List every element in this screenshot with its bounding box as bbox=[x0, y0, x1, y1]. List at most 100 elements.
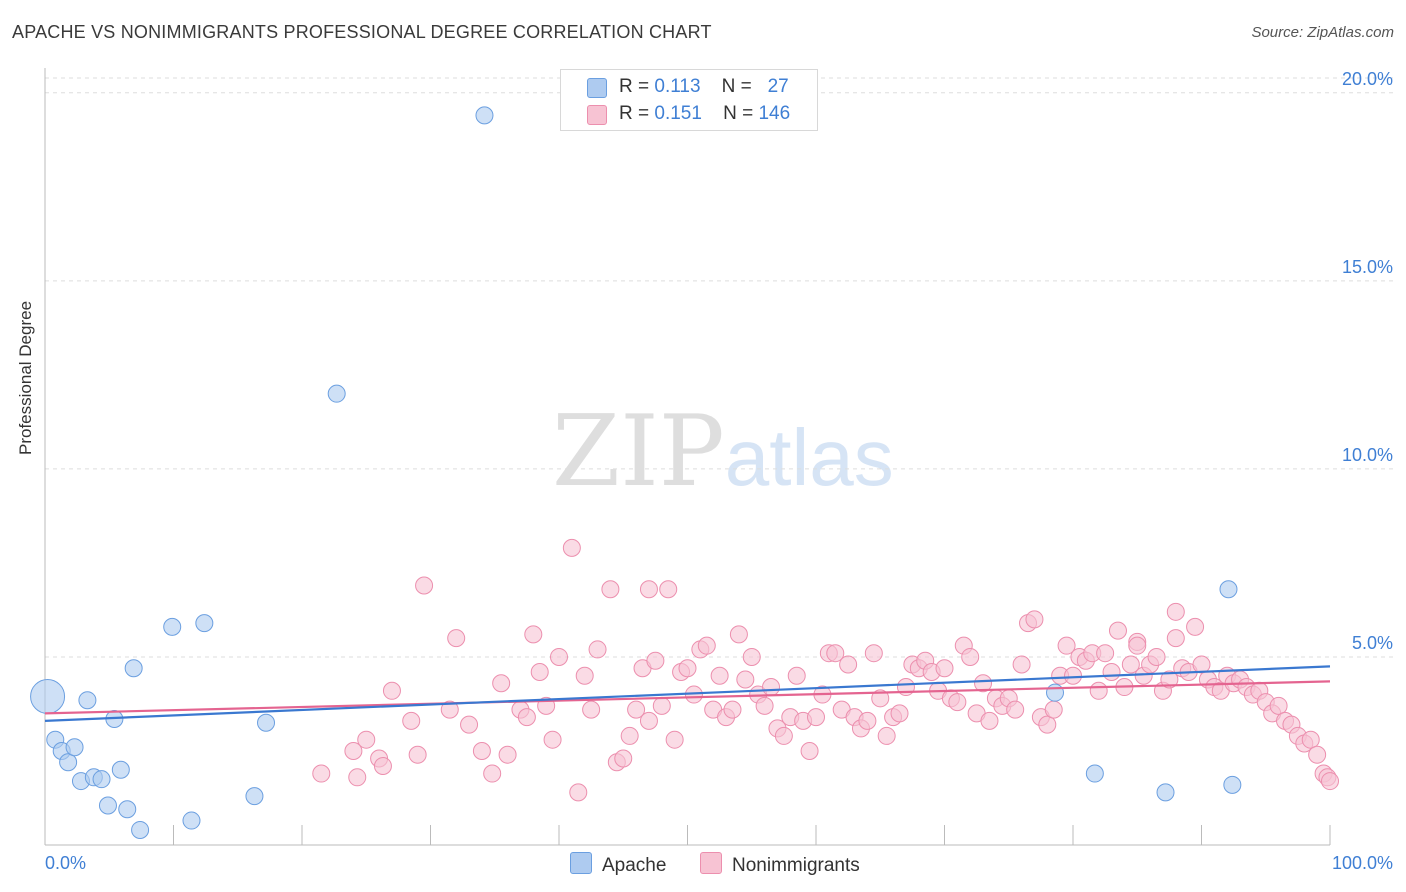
nonimmigrants-point bbox=[348, 768, 367, 787]
nonimmigrants-point bbox=[1025, 610, 1044, 629]
nonimmigrants-point bbox=[1064, 666, 1082, 685]
nonimmigrants-point bbox=[948, 693, 967, 712]
nonimmigrants-point bbox=[659, 580, 678, 599]
bottom-apache-label: Apache bbox=[602, 855, 667, 876]
apache-point bbox=[78, 691, 97, 710]
nonimmigrants-point bbox=[974, 674, 993, 693]
y-tick-label: 20.0% bbox=[1342, 69, 1393, 89]
y-tick-label: 10.0% bbox=[1342, 445, 1393, 465]
nonimmigrants-point bbox=[575, 666, 594, 685]
nonimmigrants-point bbox=[710, 666, 729, 685]
nonimmigrants-point bbox=[312, 764, 331, 783]
apache-point bbox=[98, 796, 117, 815]
nonimmigrants-point bbox=[1089, 681, 1108, 700]
apache-point bbox=[182, 811, 201, 830]
nonimmigrants-point bbox=[524, 625, 543, 644]
apache-n-label: N = bbox=[721, 76, 752, 97]
nonimmigrants-point bbox=[627, 700, 646, 719]
source-credit: Source: ZipAtlas.com bbox=[1251, 24, 1394, 41]
nonimmigrants-point bbox=[839, 655, 858, 674]
nonimmigrants-r-label: R = bbox=[619, 103, 650, 124]
nonimmigrants-point bbox=[646, 651, 665, 670]
nonimmigrants-point bbox=[582, 700, 601, 719]
nonimmigrants-swatch bbox=[587, 105, 607, 125]
x-tick-label-min: 0.0% bbox=[45, 853, 86, 873]
apache-point bbox=[124, 659, 143, 678]
nonimmigrants-point bbox=[774, 726, 793, 745]
nonimmigrants-point bbox=[550, 647, 568, 666]
bottom-legend-apache: Apache bbox=[570, 852, 666, 877]
nonimmigrants-point bbox=[1160, 670, 1179, 689]
apache-point bbox=[111, 760, 130, 779]
nonimmigrants-point bbox=[588, 640, 607, 659]
nonimmigrants-point bbox=[665, 730, 684, 749]
nonimmigrants-point bbox=[530, 662, 549, 681]
nonimmigrants-point bbox=[678, 659, 697, 678]
nonimmigrants-trend-line bbox=[44, 680, 1331, 715]
nonimmigrants-point bbox=[639, 711, 658, 730]
nonimmigrants-point bbox=[1186, 617, 1205, 636]
nonimmigrants-point bbox=[447, 629, 466, 648]
nonimmigrants-point bbox=[980, 711, 999, 730]
apache-point bbox=[92, 770, 111, 789]
nonimmigrants-point bbox=[492, 674, 511, 693]
nonimmigrants-point bbox=[569, 783, 588, 802]
y-tick-label: 5.0% bbox=[1352, 633, 1393, 653]
nonimmigrants-point bbox=[1321, 772, 1339, 791]
nonimmigrants-point bbox=[871, 689, 890, 708]
nonimmigrants-n-value: 146 bbox=[758, 103, 791, 124]
nonimmigrants-point bbox=[890, 704, 909, 723]
nonimmigrants-point bbox=[697, 636, 716, 655]
nonimmigrants-point bbox=[961, 647, 980, 666]
nonimmigrants-point bbox=[1147, 647, 1166, 666]
nonimmigrants-point bbox=[807, 708, 825, 727]
nonimmigrants-point bbox=[472, 741, 491, 760]
apache-r-label: R = bbox=[619, 76, 650, 97]
apache-trend-line bbox=[44, 665, 1331, 722]
apache-point bbox=[131, 820, 150, 839]
nonimmigrants-point bbox=[483, 764, 502, 783]
nonimmigrants-point bbox=[614, 749, 633, 768]
nonimmigrants-point bbox=[1006, 700, 1025, 719]
nonimmigrants-n-label: N = bbox=[723, 103, 754, 124]
nonimmigrants-point bbox=[1269, 696, 1288, 715]
nonimmigrants-point bbox=[543, 730, 562, 749]
apache-point bbox=[1219, 580, 1238, 599]
nonimmigrants-point bbox=[762, 678, 781, 697]
nonimmigrants-point bbox=[800, 741, 819, 760]
nonimmigrants-point bbox=[742, 647, 761, 666]
nonimmigrants-point bbox=[1301, 730, 1320, 749]
nonimmigrants-point bbox=[1308, 745, 1327, 764]
nonimmigrants-r-value: 0.151 bbox=[654, 103, 702, 124]
nonimmigrants-point bbox=[1166, 629, 1185, 648]
apache-point bbox=[30, 678, 66, 714]
nonimmigrants-point bbox=[1012, 655, 1031, 674]
nonimmigrants-point bbox=[864, 644, 883, 663]
apache-point bbox=[327, 384, 346, 403]
nonimmigrants-point bbox=[1102, 662, 1121, 681]
bottom-legend-nonimmigrants: Nonimmigrants bbox=[700, 852, 860, 877]
nonimmigrants-point bbox=[440, 700, 459, 719]
bottom-apache-swatch bbox=[570, 852, 592, 874]
nonimmigrants-point bbox=[408, 745, 427, 764]
apache-point bbox=[257, 713, 276, 732]
y-tick-label: 15.0% bbox=[1342, 257, 1393, 277]
x-tick-label-max: 100.0% bbox=[1332, 853, 1393, 873]
watermark-atlas: atlas bbox=[724, 413, 894, 502]
nonimmigrants-point bbox=[562, 538, 581, 557]
nonimmigrants-point bbox=[415, 576, 434, 595]
correlation-legend: R = 0.113 N = 27 R = 0.151 N = 146 bbox=[560, 69, 818, 131]
nonimmigrants-point bbox=[935, 659, 954, 678]
nonimmigrants-point bbox=[755, 696, 774, 715]
apache-point bbox=[195, 614, 214, 633]
apache-swatch bbox=[587, 78, 607, 98]
apache-point bbox=[245, 787, 264, 806]
nonimmigrants-point bbox=[357, 730, 376, 749]
nonimmigrants-point bbox=[652, 696, 671, 715]
apache-point bbox=[1223, 775, 1242, 794]
nonimmigrants-point bbox=[723, 700, 742, 719]
apache-point bbox=[65, 738, 84, 757]
apache-point bbox=[475, 106, 494, 125]
nonimmigrants-point bbox=[460, 715, 479, 734]
nonimmigrants-point bbox=[373, 757, 392, 776]
